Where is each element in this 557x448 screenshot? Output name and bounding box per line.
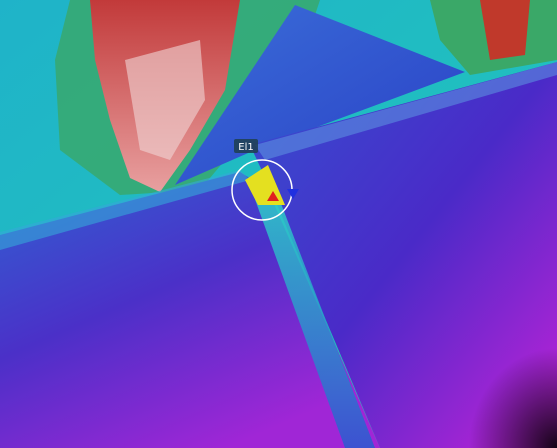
- hot-core: [125, 40, 205, 160]
- min-marker: [287, 189, 299, 199]
- label-box: [234, 139, 258, 153]
- hot-area-right: [480, 0, 530, 60]
- shadow: [380, 248, 557, 448]
- max-marker: [267, 191, 279, 201]
- ridge-right: [255, 62, 557, 160]
- roof-valley: [248, 180, 375, 448]
- measure-label: El1: [238, 142, 253, 153]
- ridge-left: [0, 170, 250, 250]
